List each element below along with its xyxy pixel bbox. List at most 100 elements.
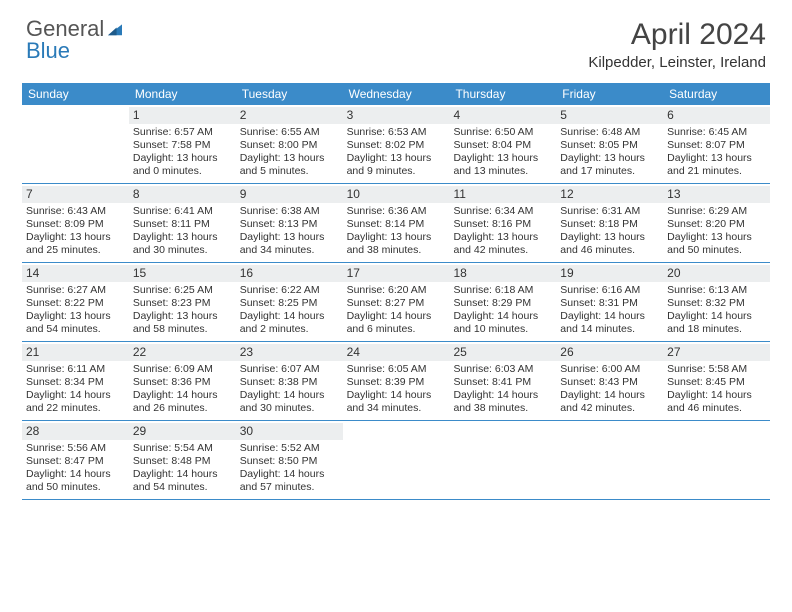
- sunrise-text: Sunrise: 6:22 AM: [240, 284, 339, 297]
- daylight-text-2: and 21 minutes.: [667, 165, 766, 178]
- daylight-text-2: and 50 minutes.: [667, 244, 766, 257]
- day-number: 30: [236, 423, 343, 440]
- day-number: 13: [663, 186, 770, 203]
- sunset-text: Sunset: 8:39 PM: [347, 376, 446, 389]
- daylight-text-1: Daylight: 14 hours: [240, 310, 339, 323]
- month-title: April 2024: [588, 18, 766, 52]
- daylight-text-1: Daylight: 14 hours: [26, 468, 125, 481]
- sunrise-text: Sunrise: 6:57 AM: [133, 126, 232, 139]
- day-number: 7: [22, 186, 129, 203]
- daylight-text-1: Daylight: 13 hours: [133, 310, 232, 323]
- day-header: Monday: [129, 83, 236, 105]
- day-cell: 26Sunrise: 6:00 AMSunset: 8:43 PMDayligh…: [556, 342, 663, 420]
- sunset-text: Sunset: 8:25 PM: [240, 297, 339, 310]
- daylight-text-2: and 25 minutes.: [26, 244, 125, 257]
- day-number: 18: [449, 265, 556, 282]
- week-row: 7Sunrise: 6:43 AMSunset: 8:09 PMDaylight…: [22, 184, 770, 263]
- day-number: 17: [343, 265, 450, 282]
- day-cell: 30Sunrise: 5:52 AMSunset: 8:50 PMDayligh…: [236, 421, 343, 499]
- daylight-text-1: Daylight: 14 hours: [26, 389, 125, 402]
- day-number: 6: [663, 107, 770, 124]
- daylight-text-2: and 10 minutes.: [453, 323, 552, 336]
- day-number: 11: [449, 186, 556, 203]
- day-cell: 9Sunrise: 6:38 AMSunset: 8:13 PMDaylight…: [236, 184, 343, 262]
- daylight-text-2: and 34 minutes.: [347, 402, 446, 415]
- day-header: Sunday: [22, 83, 129, 105]
- day-cell: 24Sunrise: 6:05 AMSunset: 8:39 PMDayligh…: [343, 342, 450, 420]
- sunset-text: Sunset: 8:02 PM: [347, 139, 446, 152]
- sunrise-text: Sunrise: 6:16 AM: [560, 284, 659, 297]
- daylight-text-2: and 13 minutes.: [453, 165, 552, 178]
- sunset-text: Sunset: 8:47 PM: [26, 455, 125, 468]
- day-number: 22: [129, 344, 236, 361]
- daylight-text-1: Daylight: 14 hours: [347, 310, 446, 323]
- daylight-text-1: Daylight: 13 hours: [133, 152, 232, 165]
- daylight-text-2: and 46 minutes.: [560, 244, 659, 257]
- daylight-text-1: Daylight: 13 hours: [560, 231, 659, 244]
- day-number: 14: [22, 265, 129, 282]
- day-number: 29: [129, 423, 236, 440]
- sunset-text: Sunset: 8:04 PM: [453, 139, 552, 152]
- daylight-text-1: Daylight: 13 hours: [26, 310, 125, 323]
- day-cell: 8Sunrise: 6:41 AMSunset: 8:11 PMDaylight…: [129, 184, 236, 262]
- sunset-text: Sunset: 8:50 PM: [240, 455, 339, 468]
- sunset-text: Sunset: 8:45 PM: [667, 376, 766, 389]
- week-row: 1 Sunrise: 6:57 AMSunset: 7:58 PMDaylight…: [22, 105, 770, 184]
- day-number: 3: [343, 107, 450, 124]
- sunrise-text: Sunrise: 6:09 AM: [133, 363, 232, 376]
- brand-part2: Blue: [26, 38, 70, 63]
- calendar-grid: SundayMondayTuesdayWednesdayThursdayFrid…: [0, 79, 792, 500]
- sunrise-text: Sunrise: 6:03 AM: [453, 363, 552, 376]
- sunset-text: Sunset: 8:09 PM: [26, 218, 125, 231]
- daylight-text-1: Daylight: 13 hours: [240, 231, 339, 244]
- daylight-text-1: Daylight: 14 hours: [560, 389, 659, 402]
- daylight-text-1: Daylight: 14 hours: [133, 468, 232, 481]
- day-number: 25: [449, 344, 556, 361]
- daylight-text-2: and 38 minutes.: [347, 244, 446, 257]
- sunrise-text: Sunrise: 6:07 AM: [240, 363, 339, 376]
- day-cell: 17Sunrise: 6:20 AMSunset: 8:27 PMDayligh…: [343, 263, 450, 341]
- daylight-text-1: Daylight: 13 hours: [26, 231, 125, 244]
- daylight-text-1: Daylight: 14 hours: [453, 310, 552, 323]
- sunrise-text: Sunrise: 6:55 AM: [240, 126, 339, 139]
- day-cell: 1 Sunrise: 6:57 AMSunset: 7:58 PMDaylight…: [129, 105, 236, 183]
- location-text: Kilpedder, Leinster, Ireland: [588, 54, 766, 71]
- daylight-text-2: and 14 minutes.: [560, 323, 659, 336]
- empty-cell: [22, 105, 129, 183]
- day-cell: 28Sunrise: 5:56 AMSunset: 8:47 PMDayligh…: [22, 421, 129, 499]
- day-number: 2: [236, 107, 343, 124]
- day-header: Thursday: [449, 83, 556, 105]
- day-cell: 14Sunrise: 6:27 AMSunset: 8:22 PMDayligh…: [22, 263, 129, 341]
- sunrise-text: Sunrise: 6:31 AM: [560, 205, 659, 218]
- day-cell: 10Sunrise: 6:36 AMSunset: 8:14 PMDayligh…: [343, 184, 450, 262]
- daylight-text-2: and 22 minutes.: [26, 402, 125, 415]
- day-cell: 25Sunrise: 6:03 AMSunset: 8:41 PMDayligh…: [449, 342, 556, 420]
- sunset-text: Sunset: 8:48 PM: [133, 455, 232, 468]
- daylight-text-2: and 50 minutes.: [26, 481, 125, 494]
- day-number: 1: [129, 107, 236, 124]
- sunset-text: Sunset: 7:58 PM: [133, 139, 232, 152]
- day-number: 28: [22, 423, 129, 440]
- day-cell: 19Sunrise: 6:16 AMSunset: 8:31 PMDayligh…: [556, 263, 663, 341]
- day-cell: 15Sunrise: 6:25 AMSunset: 8:23 PMDayligh…: [129, 263, 236, 341]
- day-cell: 6Sunrise: 6:45 AMSunset: 8:07 PMDaylight…: [663, 105, 770, 183]
- sunrise-text: Sunrise: 6:00 AM: [560, 363, 659, 376]
- sunrise-text: Sunrise: 6:41 AM: [133, 205, 232, 218]
- sunrise-text: Sunrise: 6:45 AM: [667, 126, 766, 139]
- sunset-text: Sunset: 8:14 PM: [347, 218, 446, 231]
- sunrise-text: Sunrise: 6:50 AM: [453, 126, 552, 139]
- empty-cell: [343, 421, 450, 499]
- daylight-text-1: Daylight: 14 hours: [667, 389, 766, 402]
- day-cell: 7Sunrise: 6:43 AMSunset: 8:09 PMDaylight…: [22, 184, 129, 262]
- day-number: 21: [22, 344, 129, 361]
- sunset-text: Sunset: 8:41 PM: [453, 376, 552, 389]
- day-header: Wednesday: [343, 83, 450, 105]
- day-number: 27: [663, 344, 770, 361]
- week-row: 28Sunrise: 5:56 AMSunset: 8:47 PMDayligh…: [22, 421, 770, 500]
- day-number: 15: [129, 265, 236, 282]
- daylight-text-2: and 54 minutes.: [26, 323, 125, 336]
- daylight-text-2: and 6 minutes.: [347, 323, 446, 336]
- day-number: 5: [556, 107, 663, 124]
- daylight-text-2: and 57 minutes.: [240, 481, 339, 494]
- sunset-text: Sunset: 8:00 PM: [240, 139, 339, 152]
